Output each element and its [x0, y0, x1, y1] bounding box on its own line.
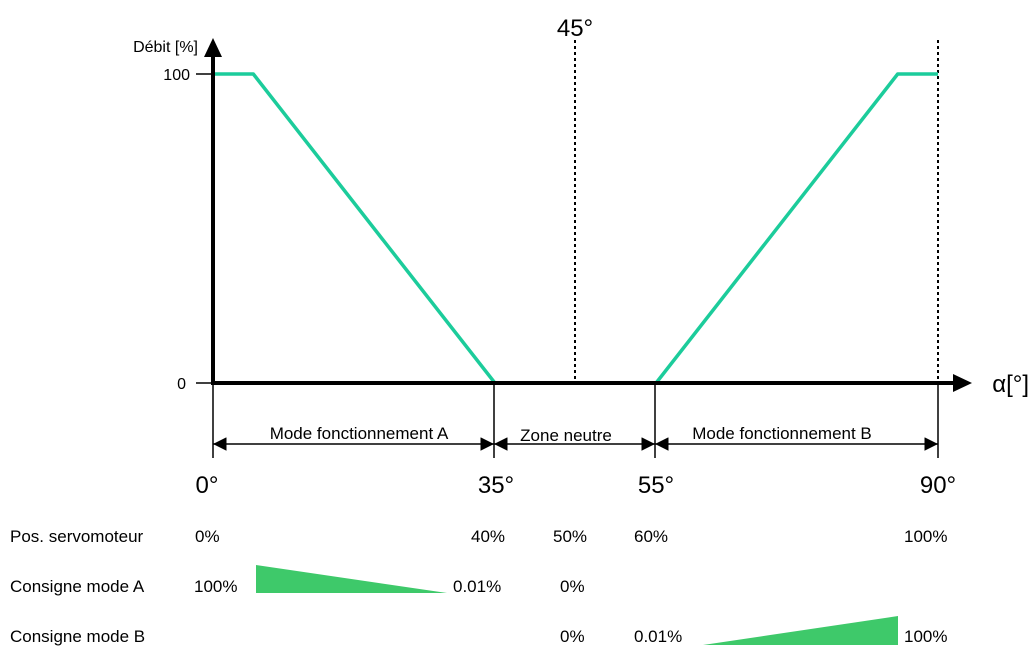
- x-axis-arrowhead: [953, 374, 972, 392]
- servo-value-40: 40%: [471, 527, 505, 546]
- y-axis-arrowhead: [204, 38, 222, 57]
- mode-b-end: 100%: [904, 627, 947, 646]
- mode-b-mid: 0%: [560, 627, 585, 646]
- zone-b-label: Mode fonctionnement B: [692, 424, 872, 443]
- mode-b-row-label: Consigne mode B: [10, 627, 145, 646]
- mode-a-row-label: Consigne mode A: [10, 577, 145, 596]
- y-axis-label: Débit [%]: [133, 39, 198, 56]
- x-tick-0: 0°: [196, 472, 219, 499]
- x-tick-90: 90°: [920, 472, 956, 499]
- x-tick-35: 35°: [478, 472, 514, 499]
- top-marker-label: 45°: [557, 15, 593, 42]
- x-tick-55: 55°: [638, 472, 674, 499]
- servo-row-label: Pos. servomoteur: [10, 527, 144, 546]
- mode-a-start: 100%: [194, 577, 237, 596]
- servo-value-50: 50%: [553, 527, 587, 546]
- mode-a-mid: 0%: [560, 577, 585, 596]
- y-tick-0: 0: [177, 376, 186, 393]
- zone-a-label: Mode fonctionnement A: [270, 424, 449, 443]
- servo-value-60: 60%: [634, 527, 668, 546]
- mode-a-ramp: [256, 565, 447, 593]
- mode-b-start: 0.01%: [634, 627, 682, 646]
- mode-b-ramp: [703, 616, 898, 645]
- y-tick-100: 100: [163, 67, 190, 84]
- servo-value-100: 100%: [904, 527, 947, 546]
- mode-a-end: 0.01%: [453, 577, 501, 596]
- zone-neutral-label: Zone neutre: [520, 426, 612, 445]
- x-axis-label: α[°]: [992, 371, 1029, 398]
- servo-value-0: 0%: [195, 527, 220, 546]
